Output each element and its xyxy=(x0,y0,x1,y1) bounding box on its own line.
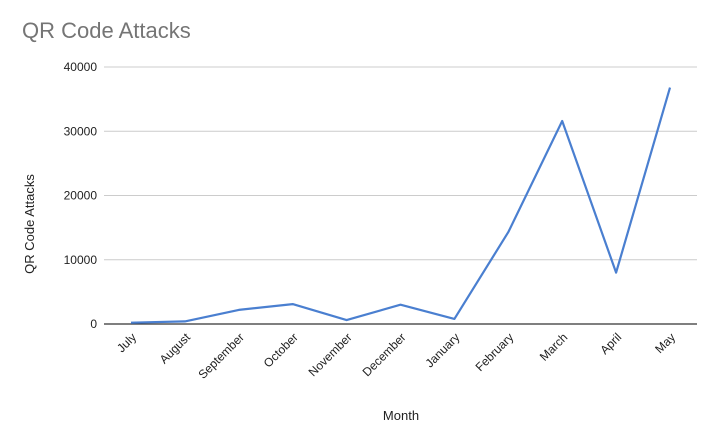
x-tick-label: July xyxy=(114,330,139,355)
x-tick-label: April xyxy=(597,330,624,357)
x-tick-labels: July August September October November Decemb… xyxy=(114,330,678,382)
y-tick-label: 10000 xyxy=(64,253,98,267)
y-tick-label: 40000 xyxy=(64,60,98,74)
x-tick-label: March xyxy=(537,330,570,363)
x-tick-label: August xyxy=(157,330,194,367)
y-tick-label: 0 xyxy=(90,317,97,331)
series-lines xyxy=(130,87,672,324)
x-axis-label: Month xyxy=(383,408,419,423)
series-line xyxy=(130,87,672,324)
y-tick-label: 20000 xyxy=(64,189,98,203)
x-tick-label: September xyxy=(195,330,246,381)
y-tick-labels: 0 10000 20000 30000 40000 xyxy=(64,60,98,331)
chart-title: QR Code Attacks xyxy=(22,18,191,43)
x-tick-label: February xyxy=(473,330,517,374)
y-axis-label: QR Code Attacks xyxy=(22,174,37,274)
x-tick-label: December xyxy=(360,330,409,379)
y-tick-label: 30000 xyxy=(64,124,98,138)
x-tick-label: May xyxy=(652,330,678,356)
x-tick-label: October xyxy=(261,330,301,370)
x-tick-label: January xyxy=(422,330,462,370)
x-tick-label: November xyxy=(306,330,355,379)
gridlines xyxy=(104,66,697,325)
